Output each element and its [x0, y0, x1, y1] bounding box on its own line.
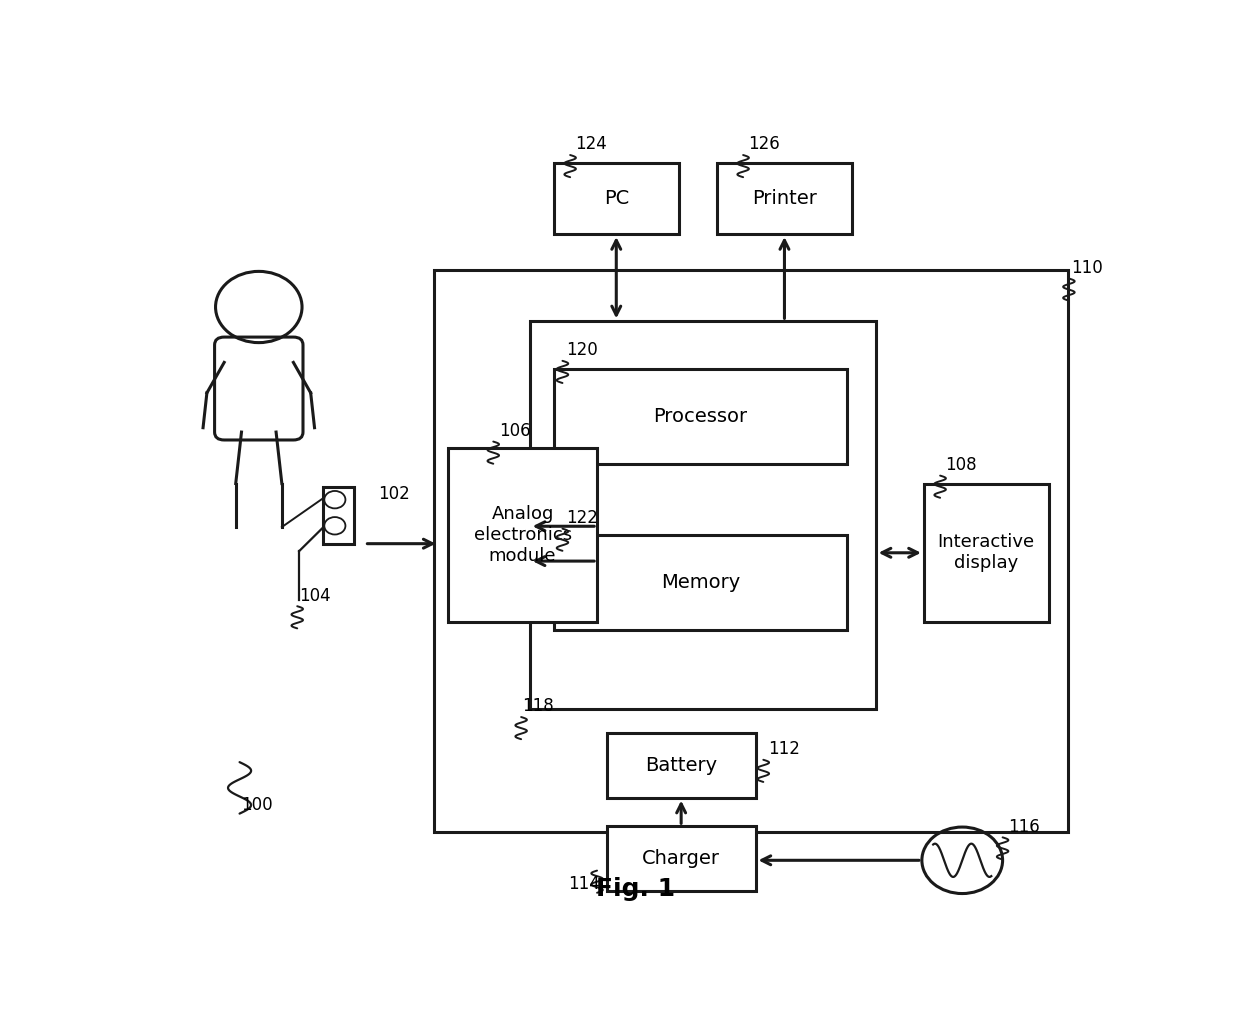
Text: 106: 106	[498, 421, 531, 440]
Bar	[606, 827, 755, 891]
Bar	[717, 163, 852, 234]
Text: 108: 108	[945, 456, 977, 474]
Text: Analog
electronics
module: Analog electronics module	[474, 505, 572, 564]
Bar	[606, 733, 755, 798]
Text: Memory: Memory	[661, 573, 740, 592]
Text: 110: 110	[1071, 259, 1102, 277]
Text: Fig. 1: Fig. 1	[596, 877, 675, 901]
Bar	[434, 269, 1068, 832]
Text: PC: PC	[604, 189, 629, 208]
Text: Charger: Charger	[642, 849, 720, 869]
Bar	[324, 487, 353, 545]
Text: 104: 104	[299, 587, 331, 604]
Text: 102: 102	[378, 485, 410, 504]
FancyBboxPatch shape	[215, 337, 303, 440]
Bar	[554, 163, 678, 234]
Text: 100: 100	[242, 796, 273, 813]
Text: 112: 112	[768, 740, 800, 759]
Bar	[924, 483, 1049, 622]
Bar	[554, 369, 847, 464]
Text: 116: 116	[1008, 817, 1040, 836]
Bar	[529, 321, 875, 709]
Bar	[448, 448, 596, 622]
Text: 124: 124	[575, 136, 606, 153]
Bar	[554, 535, 847, 630]
Text: Processor: Processor	[653, 407, 748, 426]
Text: Printer: Printer	[751, 189, 817, 208]
Text: 118: 118	[522, 697, 554, 715]
Text: 122: 122	[567, 509, 598, 527]
Text: 114: 114	[568, 875, 600, 892]
Text: Battery: Battery	[645, 756, 717, 775]
Text: Interactive
display: Interactive display	[937, 534, 1035, 573]
Text: 120: 120	[567, 341, 598, 359]
Text: 126: 126	[748, 136, 780, 153]
